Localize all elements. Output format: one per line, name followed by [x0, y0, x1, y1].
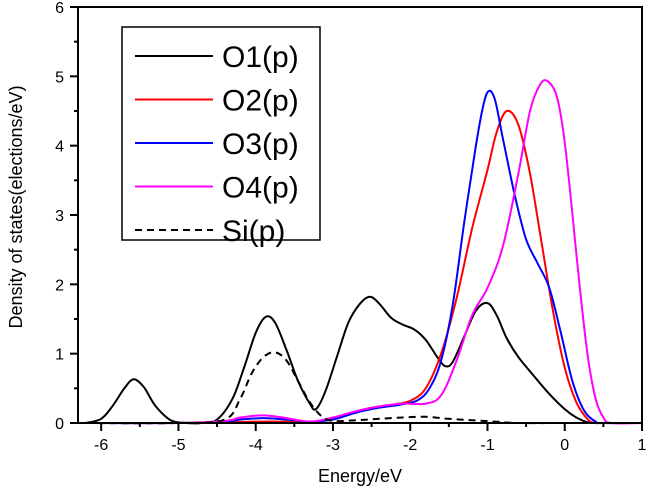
series-line-si-p [85, 351, 642, 425]
x-tick-label: -1 [480, 437, 494, 454]
y-tick-label: 2 [55, 277, 64, 294]
legend-label: O3(p) [222, 128, 299, 161]
y-tick-label: 1 [55, 347, 64, 364]
x-tick-label: -5 [171, 437, 185, 454]
x-tick-label: -4 [249, 437, 263, 454]
series-line-o3-p [85, 89, 643, 425]
x-tick-label: -6 [94, 437, 108, 454]
y-tick-label: 0 [55, 416, 64, 433]
y-tick-label: 5 [55, 69, 64, 86]
legend-box [121, 26, 321, 241]
x-tick-label: 1 [638, 437, 647, 454]
plot-curves [85, 79, 643, 425]
x-axis-title: Energy/eV [318, 466, 402, 486]
x-axis: -6 -5 -4 -3 -2 -1 0 1 [94, 423, 647, 454]
legend-label: Si(p) [222, 215, 285, 248]
y-axis: 0 1 2 3 4 5 6 [55, 0, 78, 433]
x-tick-label: -3 [326, 437, 340, 454]
x-tick-label: 0 [560, 437, 569, 454]
series-line-o1-p [85, 295, 643, 425]
y-axis-title: Density of states(elections/eV) [6, 85, 26, 328]
legend-label: O4(p) [222, 172, 299, 205]
legend: O1(p) O2(p) O3(p) O4(p) Si(p) [121, 26, 321, 248]
x-tick-label: -2 [403, 437, 417, 454]
series-line-o4-p [85, 79, 643, 425]
y-tick-label: 6 [55, 0, 64, 17]
y-tick-label: 3 [55, 208, 64, 225]
y-tick-label: 4 [55, 139, 64, 156]
legend-label: O2(p) [222, 85, 299, 118]
legend-label: O1(p) [222, 41, 299, 74]
